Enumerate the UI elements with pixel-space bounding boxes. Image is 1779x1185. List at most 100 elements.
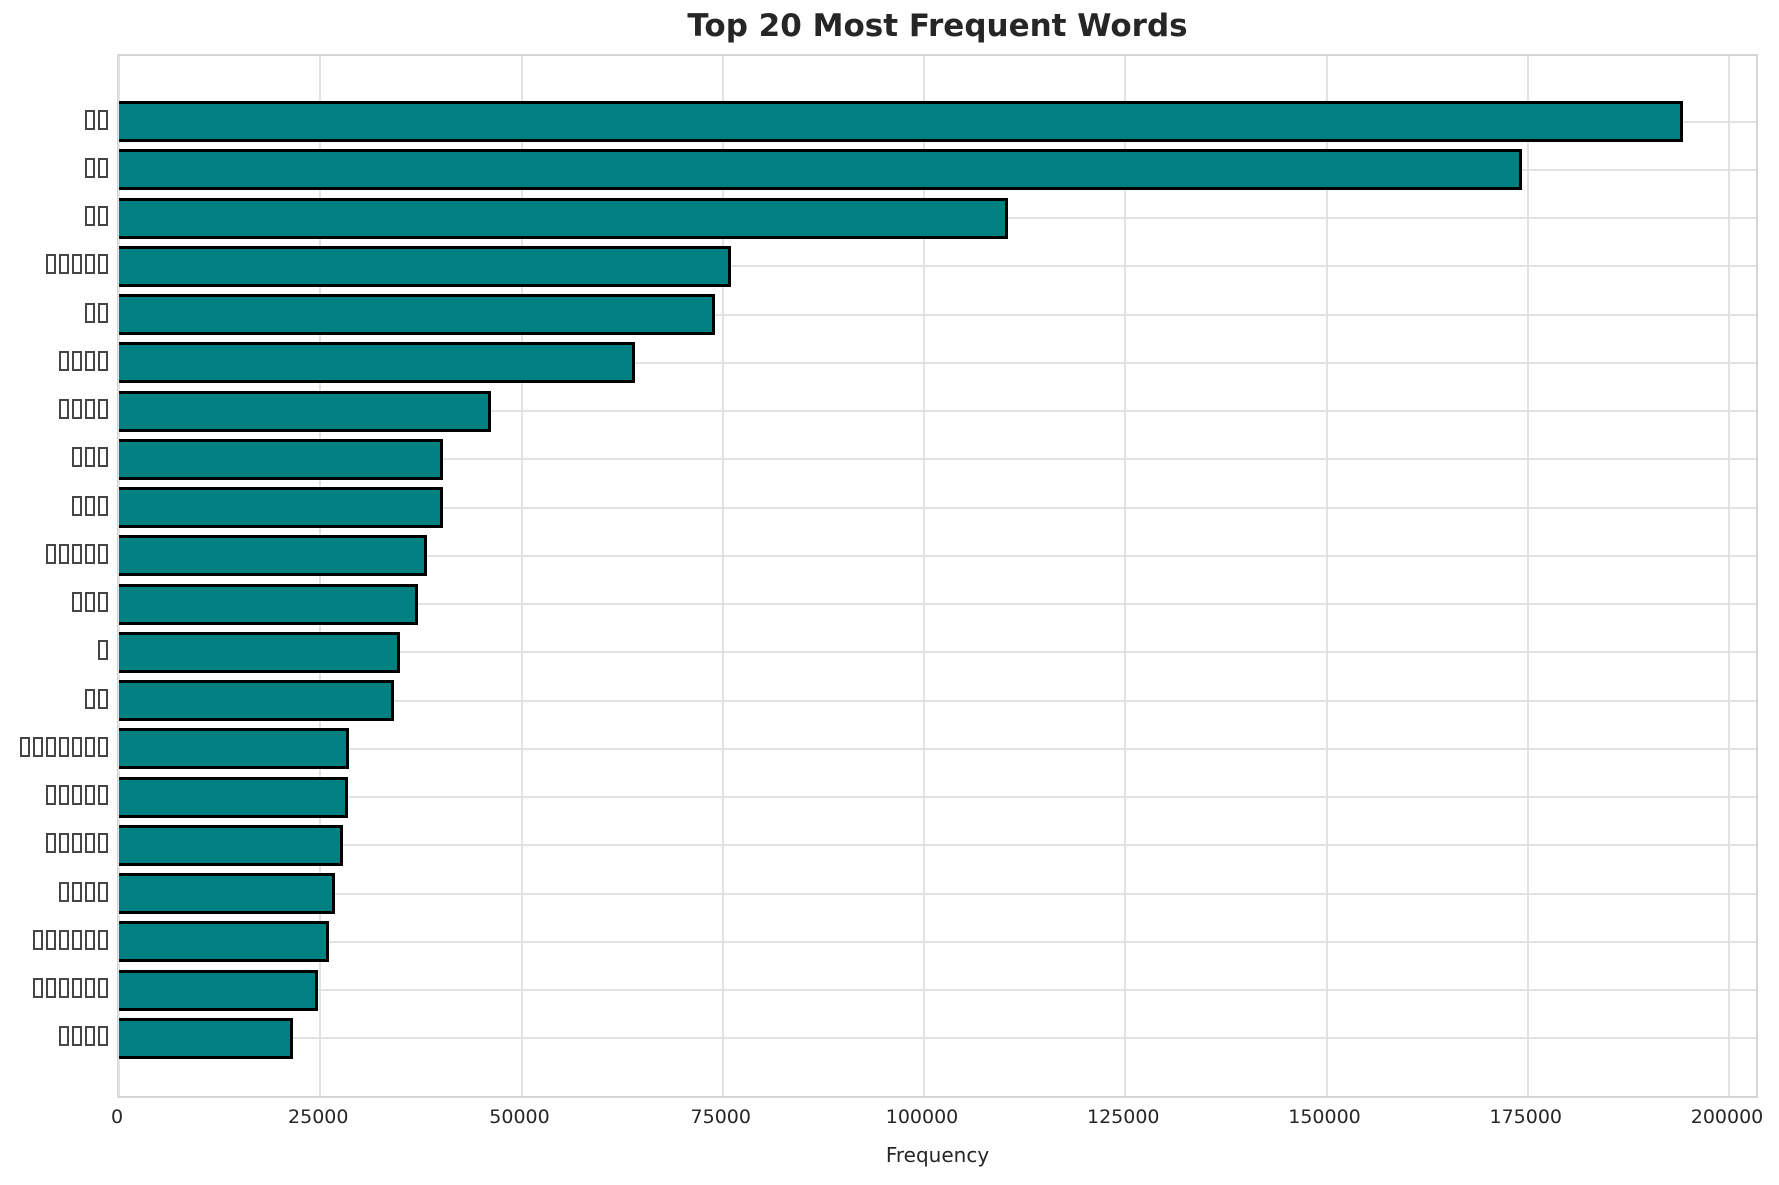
missing-glyph-box bbox=[98, 495, 108, 516]
y-tick-label bbox=[56, 880, 108, 904]
missing-glyph-box bbox=[59, 785, 69, 806]
missing-glyph-box bbox=[46, 543, 56, 564]
missing-glyph-box bbox=[85, 833, 95, 854]
plot-area bbox=[117, 54, 1758, 1098]
y-tick-label bbox=[56, 1024, 108, 1048]
bar bbox=[119, 728, 350, 770]
missing-glyph-box bbox=[85, 978, 95, 999]
missing-glyph-box bbox=[46, 833, 56, 854]
bar bbox=[119, 969, 318, 1011]
y-tick-label bbox=[69, 494, 108, 518]
missing-glyph-box bbox=[46, 736, 56, 757]
missing-glyph-box bbox=[98, 978, 108, 999]
gridline-horizontal bbox=[119, 699, 1756, 702]
missing-glyph-box bbox=[59, 833, 69, 854]
missing-glyph-box bbox=[85, 447, 95, 468]
bar bbox=[119, 776, 348, 818]
bar bbox=[119, 1017, 293, 1059]
gridline-horizontal bbox=[119, 844, 1756, 847]
missing-glyph-box bbox=[85, 688, 95, 709]
y-tick-label bbox=[43, 542, 108, 566]
missing-glyph-box bbox=[98, 350, 108, 371]
missing-glyph-box bbox=[98, 592, 108, 613]
y-axis bbox=[0, 54, 108, 1098]
y-tick-label bbox=[82, 687, 108, 711]
missing-glyph-box bbox=[85, 350, 95, 371]
missing-glyph-box bbox=[85, 881, 95, 902]
missing-glyph-box bbox=[98, 254, 108, 275]
missing-glyph-box bbox=[85, 109, 95, 130]
missing-glyph-box bbox=[98, 543, 108, 564]
x-tick-label: 25000 bbox=[288, 1106, 349, 1128]
missing-glyph-box bbox=[98, 447, 108, 468]
bar bbox=[119, 438, 444, 480]
y-tick-label bbox=[43, 252, 108, 276]
missing-glyph-box bbox=[85, 592, 95, 613]
missing-glyph-box bbox=[85, 206, 95, 227]
bar bbox=[119, 535, 427, 577]
gridline-horizontal bbox=[119, 554, 1756, 557]
missing-glyph-box bbox=[85, 543, 95, 564]
gridline-vertical bbox=[520, 56, 523, 1096]
missing-glyph-box bbox=[98, 929, 108, 950]
gridline-vertical bbox=[1526, 56, 1529, 1096]
missing-glyph-box bbox=[72, 254, 82, 275]
x-tick-label: 75000 bbox=[690, 1106, 751, 1128]
missing-glyph-box bbox=[72, 543, 82, 564]
missing-glyph-box bbox=[98, 1026, 108, 1047]
gridline-horizontal bbox=[119, 265, 1756, 268]
gridline-horizontal bbox=[119, 1037, 1756, 1040]
x-tick-label: 175000 bbox=[1489, 1106, 1563, 1128]
y-tick-label bbox=[56, 397, 108, 421]
y-tick-label bbox=[69, 445, 108, 469]
missing-glyph-box bbox=[59, 543, 69, 564]
missing-glyph-box bbox=[59, 736, 69, 757]
gridline-horizontal bbox=[119, 796, 1756, 799]
missing-glyph-box bbox=[59, 399, 69, 420]
missing-glyph-box bbox=[98, 640, 108, 661]
x-axis: 0 25000 50000 75000 100000 125000 150000 175000… bbox=[111, 1106, 1763, 1136]
bar bbox=[119, 197, 1008, 239]
gridline-horizontal bbox=[119, 506, 1756, 509]
missing-glyph-box bbox=[33, 978, 43, 999]
missing-glyph-box bbox=[33, 736, 43, 757]
missing-glyph-box bbox=[85, 254, 95, 275]
gridline-horizontal bbox=[119, 989, 1756, 992]
bar bbox=[119, 487, 444, 529]
missing-glyph-box bbox=[85, 785, 95, 806]
missing-glyph-box bbox=[85, 736, 95, 757]
missing-glyph-box bbox=[98, 833, 108, 854]
bar bbox=[119, 149, 1523, 191]
chart-title: Top 20 Most Frequent Words bbox=[687, 8, 1188, 44]
gridline-horizontal bbox=[119, 410, 1756, 413]
bar bbox=[119, 101, 1684, 142]
missing-glyph-box bbox=[72, 1026, 82, 1047]
bar bbox=[119, 824, 343, 866]
missing-glyph-box bbox=[85, 399, 95, 420]
missing-glyph-box bbox=[20, 736, 30, 757]
missing-glyph-box bbox=[85, 929, 95, 950]
missing-glyph-box bbox=[72, 929, 82, 950]
missing-glyph-box bbox=[59, 254, 69, 275]
gridline-horizontal bbox=[119, 361, 1756, 364]
x-tick-label: 0 bbox=[110, 1106, 124, 1128]
bar bbox=[119, 245, 731, 287]
missing-glyph-box bbox=[72, 736, 82, 757]
x-axis-title: Frequency bbox=[885, 1143, 990, 1167]
missing-glyph-box bbox=[85, 302, 95, 323]
gridline-horizontal bbox=[119, 892, 1756, 895]
missing-glyph-box bbox=[72, 833, 82, 854]
y-tick-label bbox=[30, 928, 108, 952]
missing-glyph-box bbox=[98, 399, 108, 420]
missing-glyph-box bbox=[33, 929, 43, 950]
missing-glyph-box bbox=[98, 881, 108, 902]
missing-glyph-box bbox=[59, 929, 69, 950]
bar bbox=[119, 680, 395, 722]
x-tick-label: 150000 bbox=[1288, 1106, 1361, 1128]
missing-glyph-box bbox=[72, 350, 82, 371]
missing-glyph-box bbox=[46, 254, 56, 275]
missing-glyph-box bbox=[59, 881, 69, 902]
x-tick-label: 200000 bbox=[1690, 1106, 1764, 1128]
missing-glyph-box bbox=[46, 785, 56, 806]
